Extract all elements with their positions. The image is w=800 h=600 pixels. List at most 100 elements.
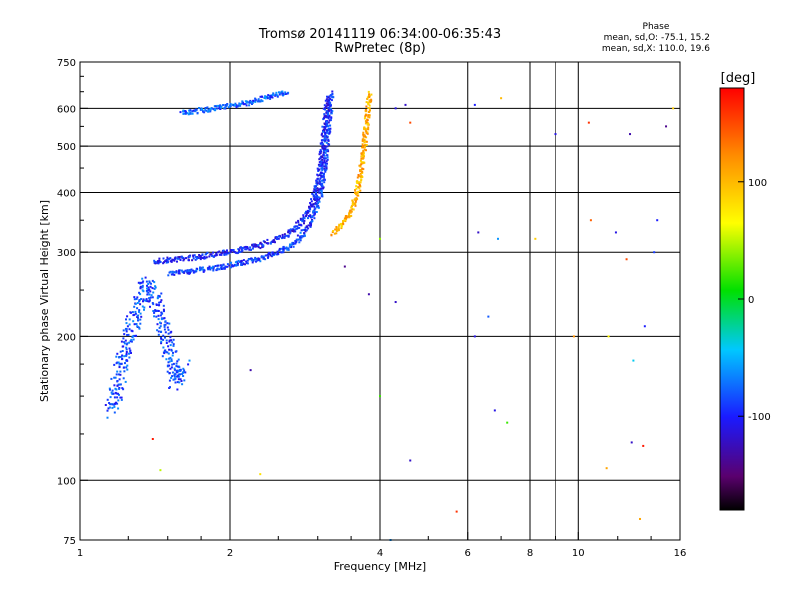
trace-point (245, 101, 248, 104)
trace-point (325, 141, 328, 144)
trace-point (191, 112, 194, 115)
trace-point (232, 249, 235, 251)
trace-point (159, 261, 162, 263)
trace-point (167, 274, 170, 277)
trace-point (255, 245, 257, 248)
trace-point (154, 309, 157, 312)
trace-point (356, 180, 359, 183)
trace-point (116, 352, 119, 355)
trace-point (223, 252, 226, 255)
trace-point (265, 242, 268, 245)
trace-point (283, 233, 286, 236)
trace-point (115, 373, 118, 376)
trace-point (138, 327, 141, 330)
trace-point (323, 165, 326, 168)
trace-point (367, 107, 370, 109)
trace-point (163, 328, 166, 331)
trace-point (184, 371, 187, 374)
trace-point (314, 196, 317, 199)
trace-point (359, 169, 362, 172)
trace-point (226, 263, 229, 266)
trace-point (320, 150, 322, 153)
trace-point (281, 90, 284, 93)
trace-point (315, 191, 318, 194)
trace-point (360, 163, 363, 166)
trace-point (159, 325, 162, 328)
trace-point (320, 185, 323, 188)
trace-point (201, 266, 204, 269)
trace-point (144, 276, 147, 279)
trace-point (325, 160, 328, 163)
trace-point (235, 104, 238, 107)
trace-point (111, 389, 114, 392)
trace-point (126, 325, 129, 328)
trace-point (175, 362, 178, 365)
trace-point (367, 101, 369, 104)
trace-point (212, 108, 215, 110)
trace-point (324, 108, 327, 111)
trace-point (223, 250, 226, 253)
trace-point (154, 286, 157, 289)
trace-point (321, 125, 324, 128)
trace-point (307, 215, 310, 217)
trace-point (310, 200, 313, 203)
trace-point (241, 102, 244, 105)
trace-point (162, 346, 165, 349)
trace-point (322, 150, 325, 153)
trace-point (254, 256, 257, 259)
trace-point (180, 269, 183, 272)
trace-point (221, 251, 224, 254)
trace-point (124, 339, 127, 342)
trace-point (322, 187, 324, 190)
y-tick-label: 200 (57, 332, 76, 343)
trace-point (239, 104, 242, 107)
trace-point (365, 144, 368, 146)
chart-title: Tromsø 20141119 06:34:00-06:35:43 (258, 27, 502, 42)
trace-point (153, 311, 156, 314)
trace-point (322, 151, 325, 154)
trace-point (166, 260, 169, 263)
trace-point (118, 356, 120, 359)
trace-point (112, 392, 115, 395)
trace-point (200, 256, 202, 259)
trace-point (166, 351, 169, 354)
trace-point (303, 222, 305, 225)
trace-point (315, 211, 318, 213)
trace-point (169, 336, 172, 339)
trace-point (169, 367, 172, 370)
trace-point (149, 290, 152, 293)
trace-point (306, 225, 308, 228)
trace-point (168, 372, 171, 375)
x-tick-label: 10 (572, 548, 585, 559)
trace-point (327, 127, 330, 130)
trace-point (332, 230, 335, 232)
trace-point (233, 264, 236, 267)
trace-point (173, 368, 176, 371)
trace-point (326, 100, 329, 103)
trace-point (257, 258, 260, 261)
trace-point (367, 126, 370, 129)
trace-point (178, 369, 181, 372)
trace-point (322, 179, 325, 182)
trace-point (335, 228, 338, 230)
trace-point (108, 402, 111, 404)
trace-point (276, 95, 279, 98)
trace-point (358, 182, 361, 185)
trace-point (315, 200, 318, 203)
trace-point (181, 371, 184, 374)
trace-point (282, 246, 285, 249)
trace-point (321, 182, 323, 185)
trace-point (146, 300, 149, 303)
trace-point (316, 197, 319, 200)
trace-point (173, 367, 176, 370)
trace-point (209, 107, 212, 110)
trace-point (170, 360, 173, 362)
trace-point (316, 189, 319, 192)
trace-point (125, 328, 128, 331)
trace-point (167, 361, 170, 364)
trace-point (278, 249, 281, 252)
trace-point (270, 251, 273, 254)
trace-point (274, 241, 276, 244)
trace-point (218, 105, 221, 108)
trace-point (136, 307, 139, 310)
